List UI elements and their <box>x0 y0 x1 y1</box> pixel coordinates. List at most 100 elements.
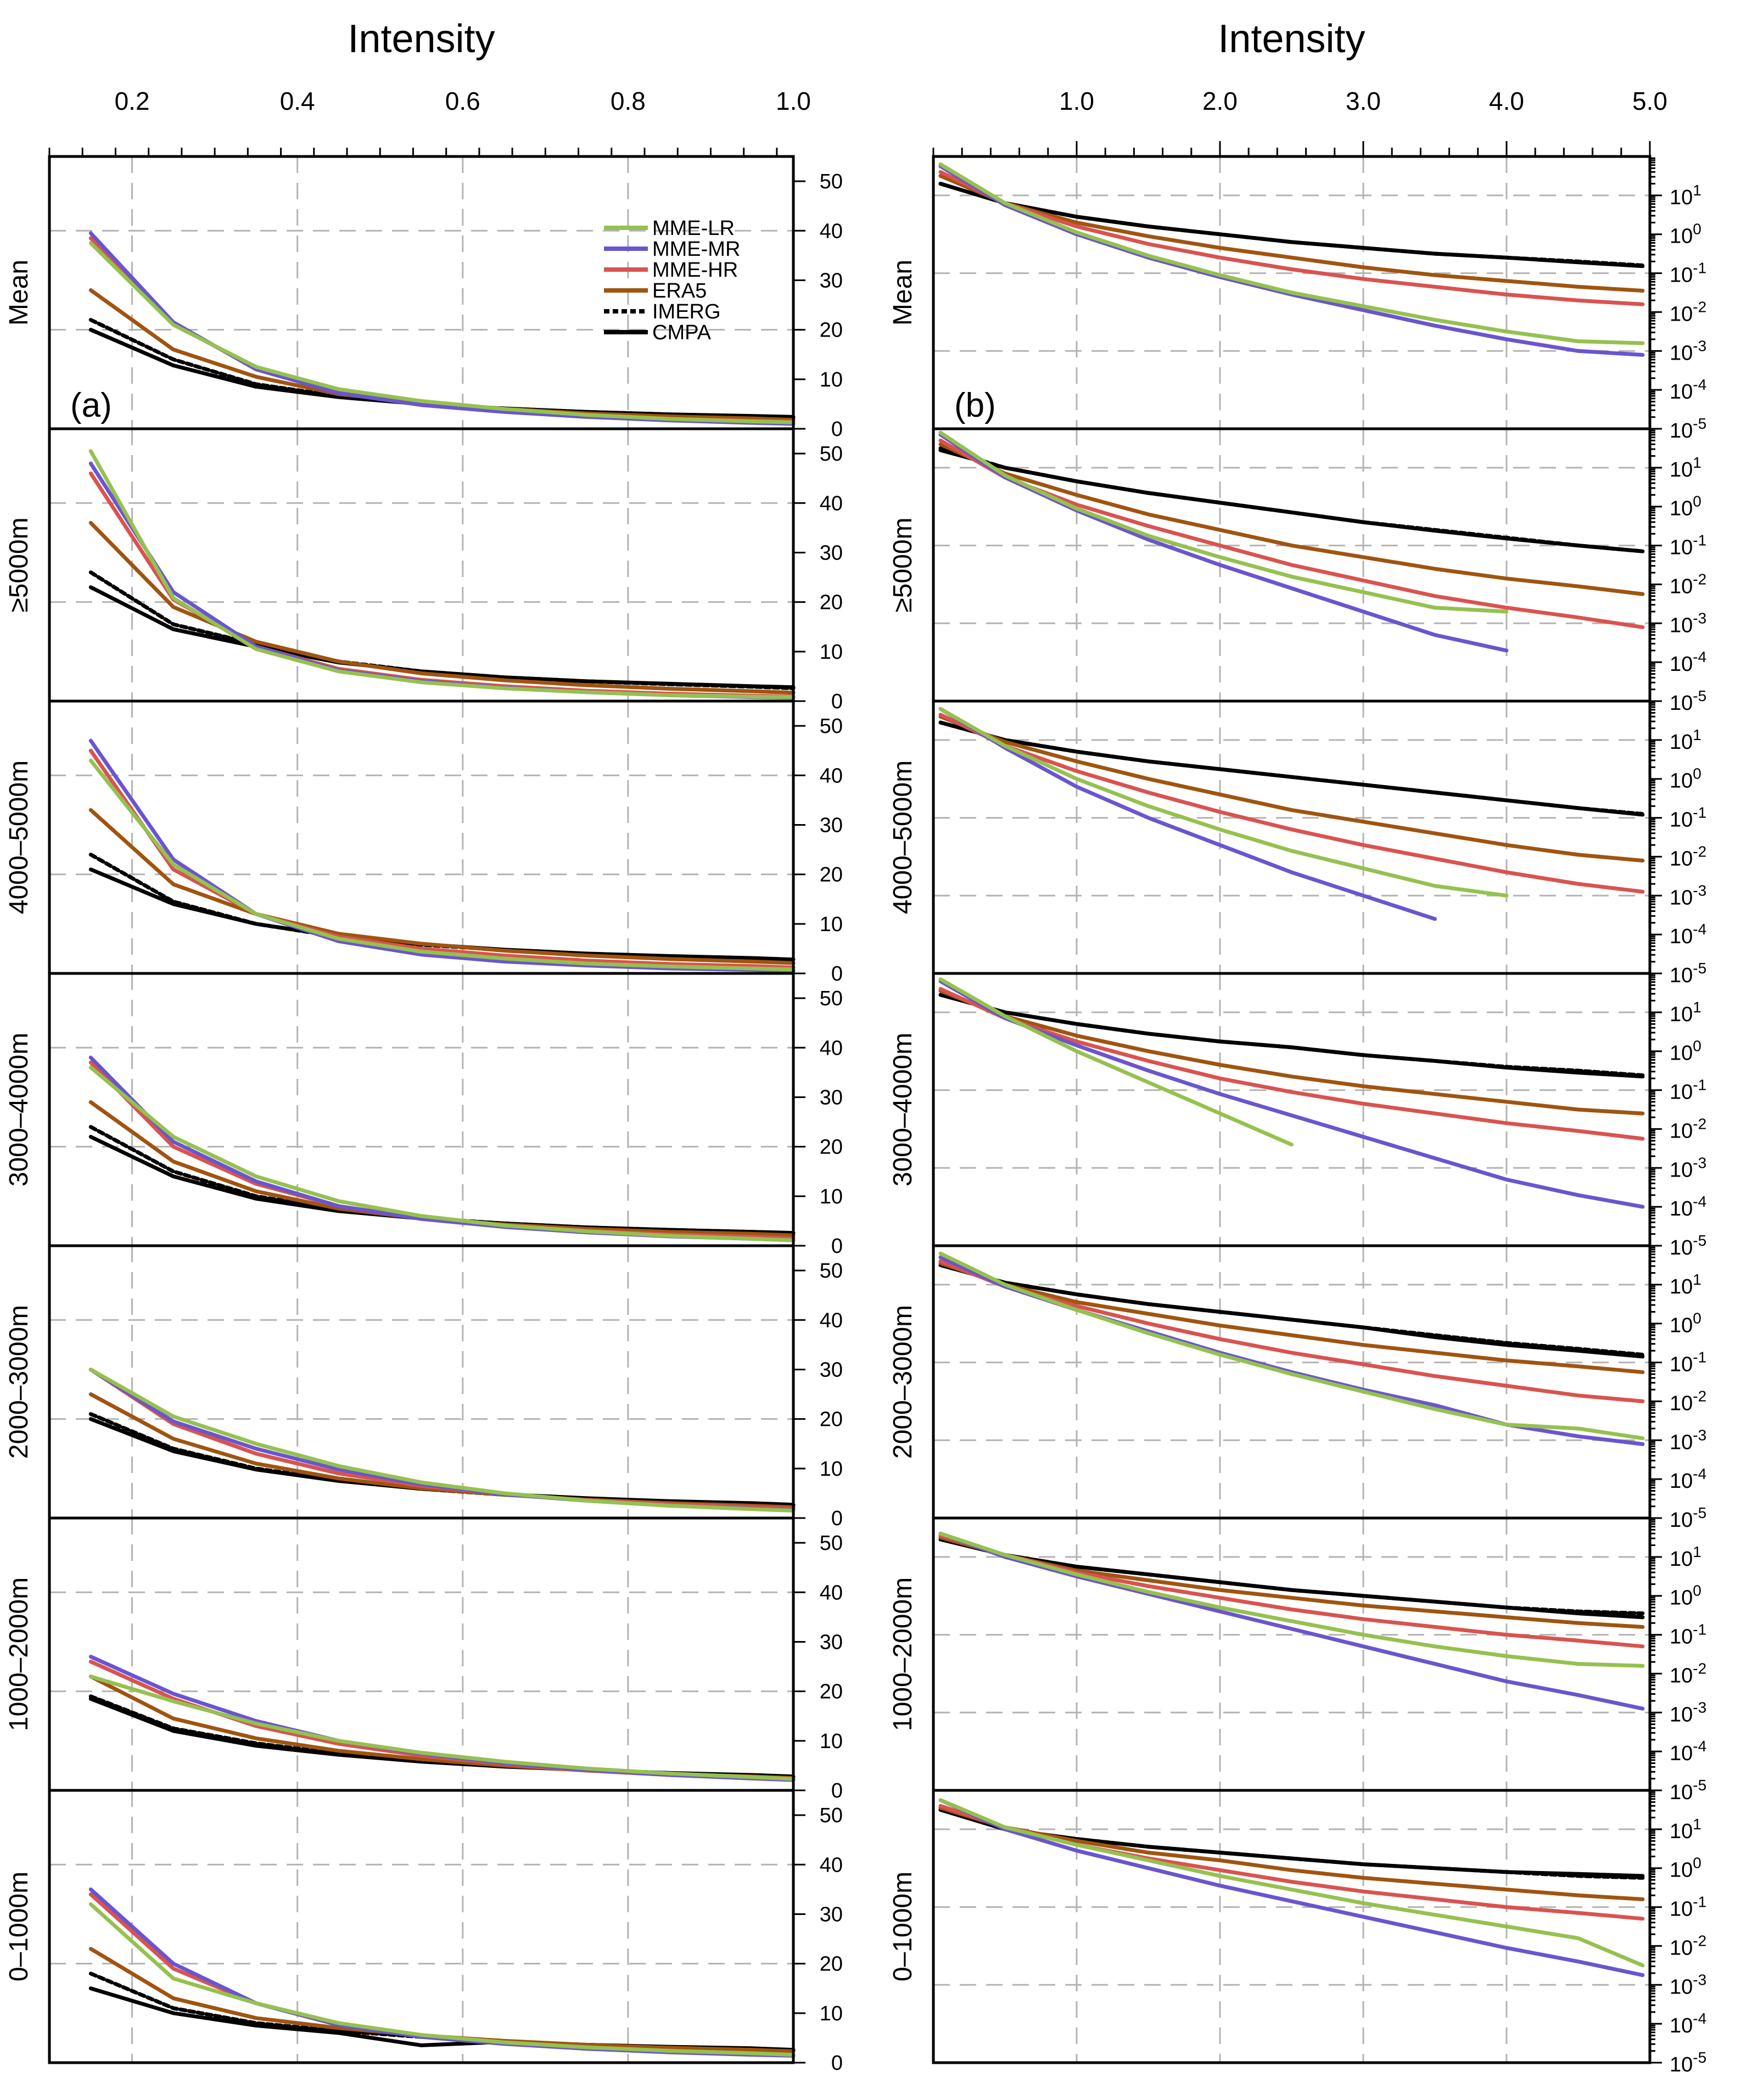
series-line-imerg <box>938 182 1645 267</box>
series-line-cmpa <box>938 1263 1645 1359</box>
series-line-mme-lr <box>938 977 1294 1147</box>
x-tick-label: 0.4 <box>280 87 315 115</box>
row-label: 4000–5000m <box>4 760 33 914</box>
y-tick-label: 100 <box>1670 1855 1701 1882</box>
legend-label: CMPA <box>652 321 712 344</box>
y-tick-label: 50 <box>820 170 843 193</box>
plot-frame <box>48 699 795 975</box>
panel-label: (b) <box>954 387 996 424</box>
y-tick-label: 10-3 <box>1670 1699 1706 1726</box>
y-tick-label: 101 <box>1670 1543 1701 1571</box>
series-line-imerg <box>938 1263 1645 1357</box>
y-tick-label: 10-5 <box>1670 1232 1706 1259</box>
legend-label: MME-LR <box>652 217 735 240</box>
y-tick-label: 101 <box>1670 999 1701 1026</box>
y-tick-label: 10-3 <box>1670 882 1706 909</box>
series-line-mme-lr <box>938 707 1509 898</box>
y-tick-label: 10 <box>820 368 843 391</box>
series-line-mme-lr <box>88 1902 796 2057</box>
x-tick-label: 1.0 <box>1059 87 1094 115</box>
series-line-imerg <box>938 720 1645 816</box>
series-line-era5 <box>88 1392 796 1509</box>
y-tick-label: 40 <box>820 1581 843 1604</box>
y-tick-label: 50 <box>820 1259 843 1283</box>
series-line-era5 <box>938 714 1645 863</box>
panel-a-row-0: 0 10 20 30 40 50 Mean (a) <box>4 155 843 441</box>
y-tick-label: 10-3 <box>1670 337 1706 365</box>
series-line-cmpa <box>88 1986 796 2052</box>
series-line-era5 <box>938 442 1645 596</box>
y-tick-label: 30 <box>820 1903 843 1926</box>
x-tick-label: 1.0 <box>776 87 811 115</box>
panel-label: (a) <box>70 387 112 424</box>
y-tick-label: 10-1 <box>1670 260 1706 287</box>
panel-b-title: Intensity <box>1218 17 1365 61</box>
y-tick-label: 10 <box>820 2002 843 2025</box>
y-tick-label: 30 <box>820 269 843 292</box>
series-line-mme-lr <box>938 1531 1645 1668</box>
y-tick-label: 10 <box>820 1730 843 1753</box>
y-tick-label: 10-4 <box>1670 376 1706 404</box>
series-line-mme-hr <box>88 1060 796 1240</box>
panel-b-row-6: 10-5 10-4 10-3 10-2 10-1 100 101 0–1000m <box>888 1789 1706 2076</box>
y-tick-label: 100 <box>1670 493 1701 520</box>
y-tick-label: 10 <box>820 1185 843 1208</box>
y-tick-label: 10-1 <box>1670 804 1706 832</box>
y-tick-label: 10-5 <box>1670 1777 1706 1804</box>
row-label: Mean <box>4 260 33 326</box>
y-tick-label: 10-1 <box>1670 1621 1706 1649</box>
y-tick-label: 100 <box>1670 1582 1701 1610</box>
series-line-era5 <box>938 1806 1645 1901</box>
plot-frame <box>48 1516 795 1792</box>
y-tick-label: 10-2 <box>1670 298 1706 326</box>
plot-frame <box>932 1244 1652 1520</box>
series-line-cmpa <box>938 1537 1645 1620</box>
y-tick-label: 50 <box>820 987 843 1010</box>
y-tick-label: 100 <box>1670 765 1701 793</box>
y-tick-label: 50 <box>820 1532 843 1555</box>
y-tick-label: 40 <box>820 492 843 515</box>
series-line-mme-mr <box>938 707 1437 921</box>
series-line-mme-mr <box>938 1798 1645 1978</box>
row-label: 3000–4000m <box>4 1033 33 1186</box>
series-line-imerg <box>938 1807 1645 1880</box>
series-line-mme-lr <box>88 1675 796 1781</box>
y-tick-label: 10-5 <box>1670 960 1706 987</box>
x-tick-label: 0.8 <box>611 87 646 115</box>
y-tick-label: 40 <box>820 1037 843 1060</box>
y-tick-label: 10 <box>820 913 843 936</box>
y-tick-label: 10-4 <box>1670 1738 1706 1765</box>
plot-frame <box>932 1789 1652 2064</box>
y-tick-label: 0 <box>831 962 843 985</box>
y-tick-label: 40 <box>820 764 843 787</box>
y-tick-label: 30 <box>820 814 843 837</box>
row-label: 4000–5000m <box>888 760 917 914</box>
y-tick-label: 10-5 <box>1670 687 1706 715</box>
y-tick-label: 0 <box>831 1235 843 1258</box>
row-label: 2000–3000m <box>888 1305 917 1459</box>
panel-a-row-5: 0 10 20 30 40 50 1000–2000m <box>4 1516 843 1802</box>
panel-a-row-2: 0 10 20 30 40 50 4000–5000m <box>4 699 843 985</box>
row-label: Mean <box>888 260 917 326</box>
series-line-mme-mr <box>938 979 1645 1209</box>
row-label: ≥5000m <box>4 517 33 612</box>
series-line-mme-mr <box>88 1887 796 2058</box>
y-tick-label: 10-4 <box>1670 1193 1706 1220</box>
series-line-mme-hr <box>88 748 796 970</box>
series-line-imerg <box>938 993 1645 1078</box>
series-line-mme-lr <box>88 1368 796 1513</box>
panel-a-row-6: 0 10 20 30 40 50 0–1000m <box>4 1789 843 2075</box>
y-tick-label: 10-3 <box>1670 1426 1706 1454</box>
panel-b-row-5: 10-5 10-4 10-3 10-2 10-1 100 101 1000–2000m <box>888 1516 1706 1804</box>
y-tick-label: 10-2 <box>1670 843 1706 870</box>
legend-label: ERA5 <box>652 279 707 303</box>
panel-b-row-2: 10-5 10-4 10-3 10-2 10-1 100 101 4000–5000m <box>888 699 1706 987</box>
y-tick-label: 10 <box>820 1458 843 1481</box>
y-tick-label: 40 <box>820 220 843 243</box>
y-tick-label: 10-2 <box>1670 1387 1706 1415</box>
y-tick-label: 10-2 <box>1670 570 1706 598</box>
y-tick-label: 10-5 <box>1670 2049 1706 2076</box>
series-line-mme-hr <box>938 1259 1645 1403</box>
series-line-mme-hr <box>938 987 1645 1141</box>
